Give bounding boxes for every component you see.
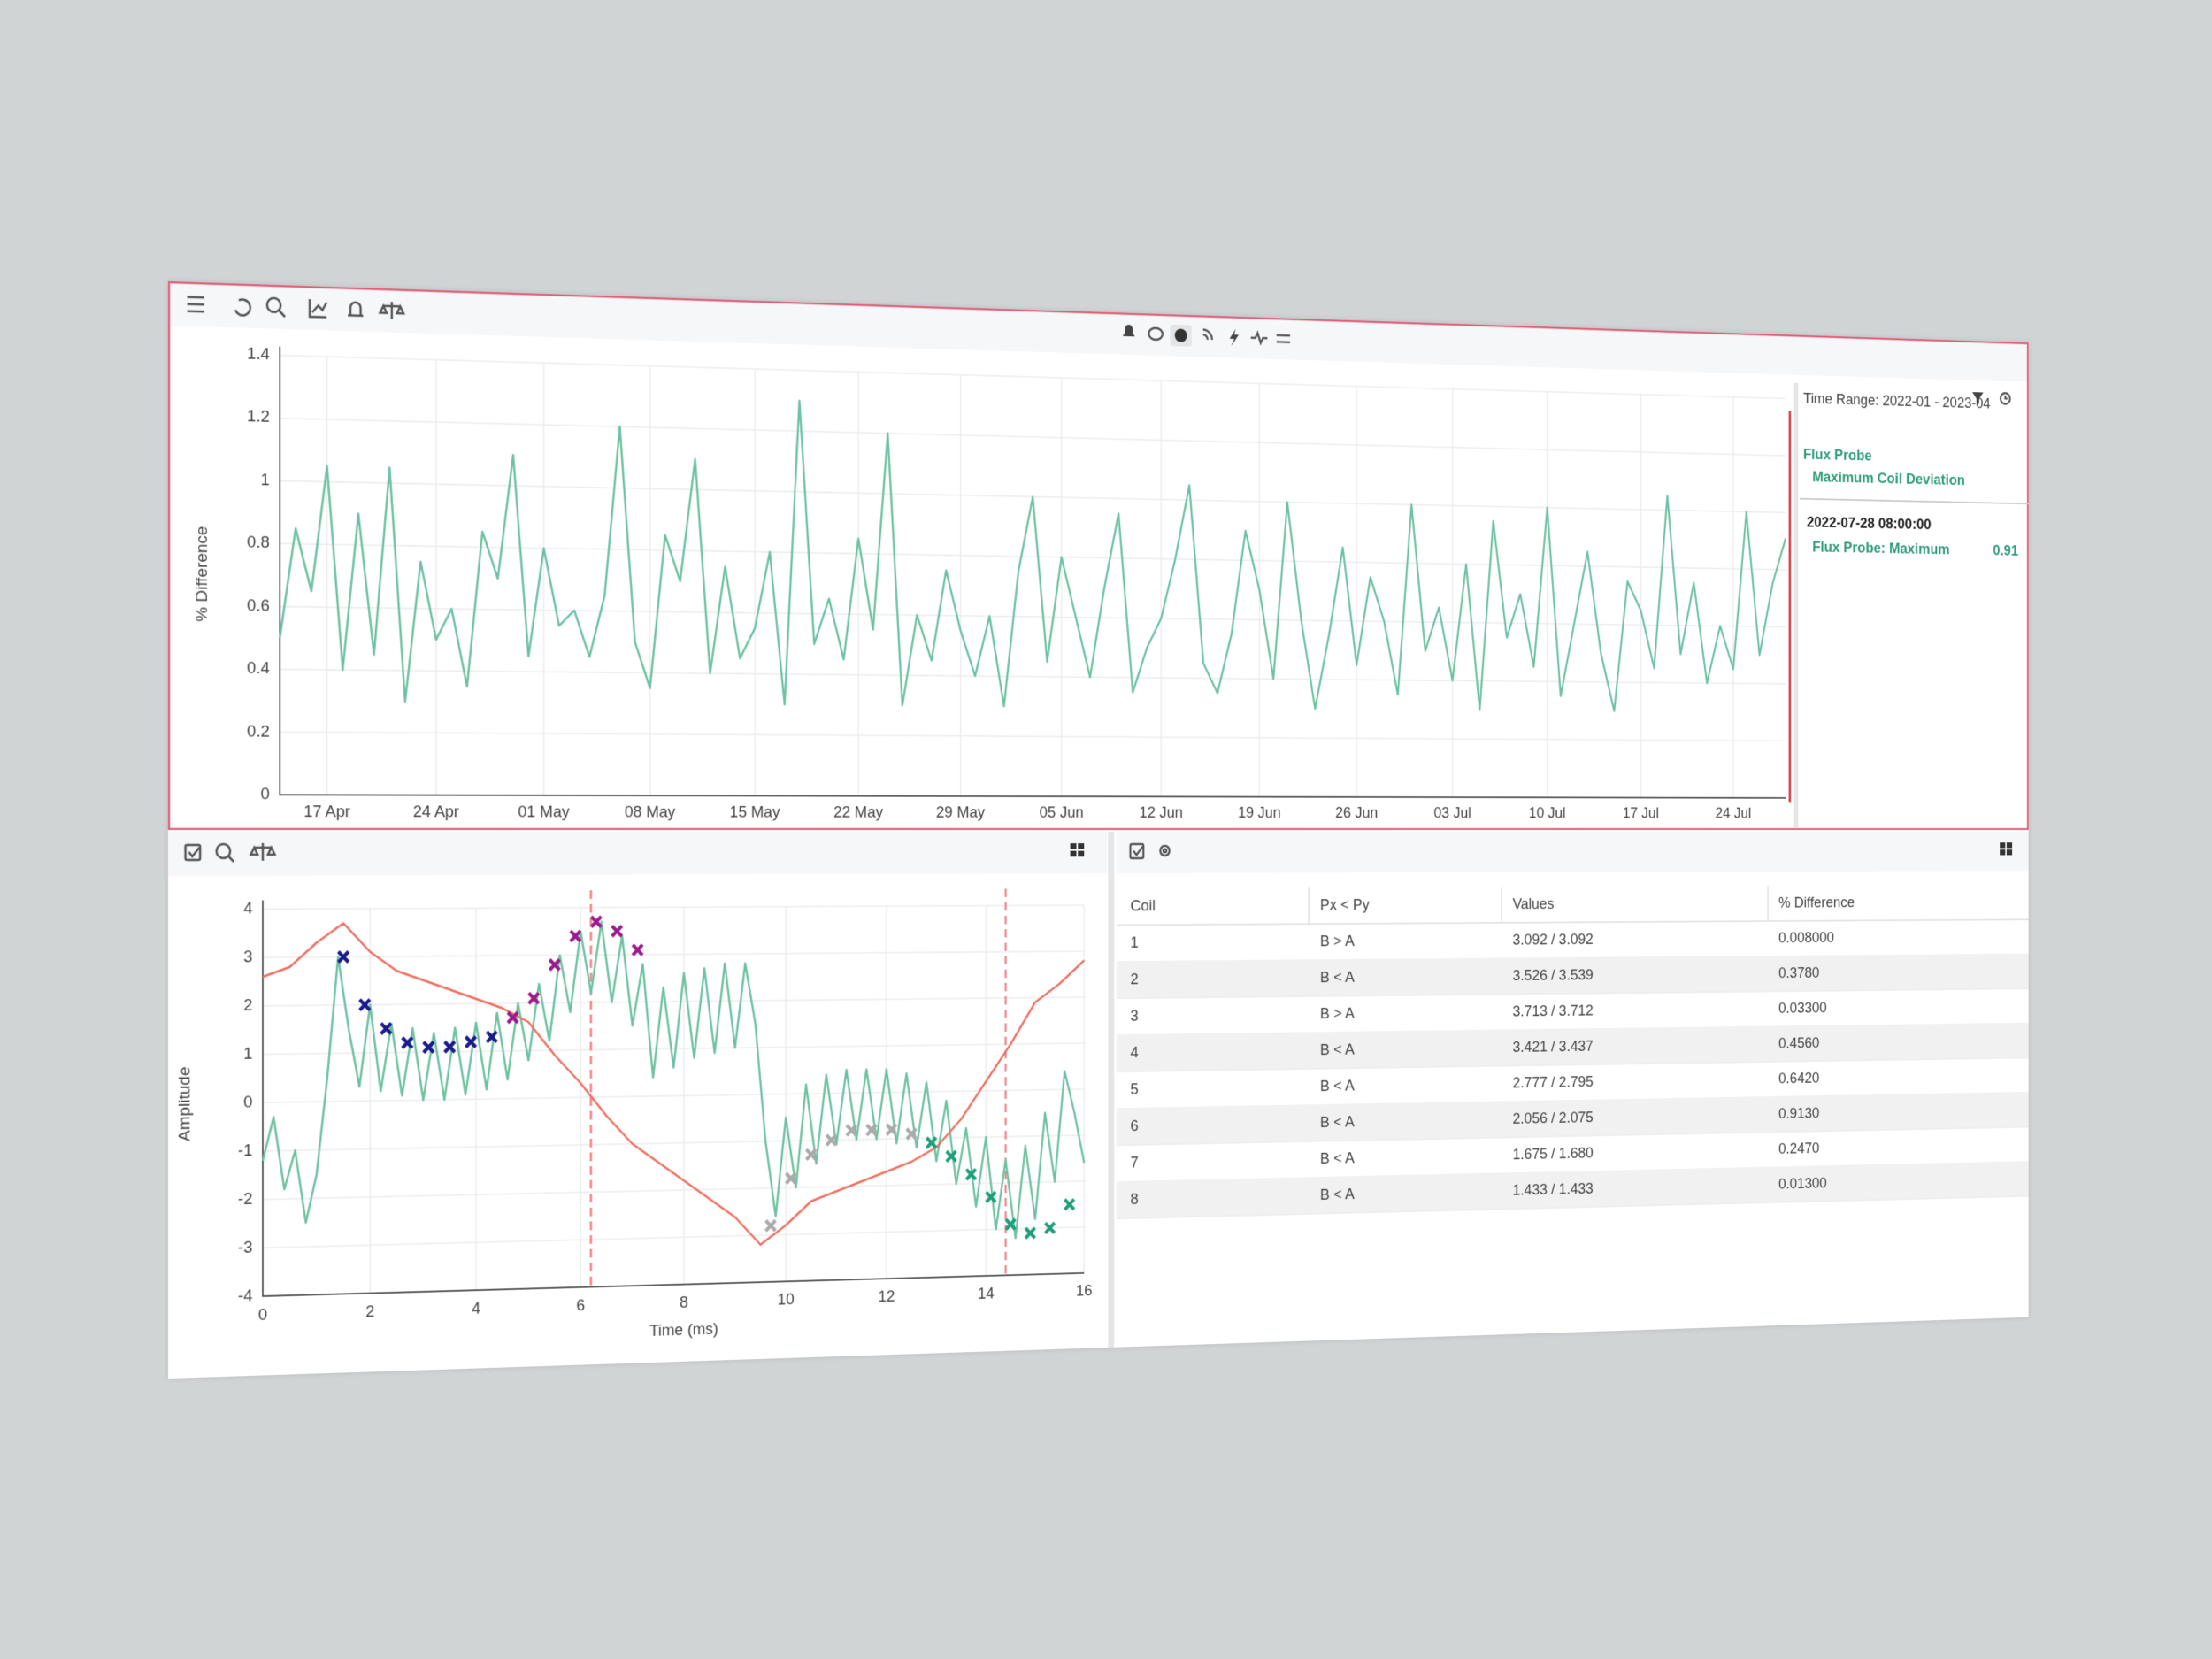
cursor-value: 0.91 [1993, 541, 2018, 558]
y-tick-label: -2 [238, 1189, 252, 1208]
x-tick-label: 19 Jun [1238, 803, 1281, 821]
x-tick-label: 05 Jun [1040, 803, 1084, 821]
x-tick-label: 8 [680, 1293, 688, 1311]
table-cell: 0.2470 [1778, 1139, 1819, 1156]
dashboard: Time Range: 2022-01 - 2023-04 Flux Probe… [168, 281, 2029, 1379]
y-tick-label: 4 [243, 898, 252, 917]
menu-icon[interactable] [187, 296, 205, 314]
x-tick-label: 6 [576, 1295, 585, 1314]
table-cell: B < A [1320, 1148, 1355, 1167]
table-cell: B > A [1320, 932, 1355, 949]
y-tick-label: -3 [238, 1237, 252, 1256]
x-tick-label: 26 Jun [1335, 803, 1378, 821]
y-tick-label: 0.8 [247, 533, 270, 552]
x-tick-label: 24 Apr [413, 802, 459, 820]
table-cell: 0.03300 [1778, 999, 1827, 1017]
y-axis-label: % Difference [192, 526, 211, 621]
column-header: Coil [1131, 896, 1156, 914]
table-cell: B < A [1320, 1112, 1355, 1130]
x-tick-label: 10 Jul [1529, 803, 1566, 821]
y-tick-label: -1 [238, 1141, 252, 1159]
x-axis-label: Time (ms) [649, 1319, 718, 1340]
table-cell: B < A [1320, 1041, 1355, 1058]
y-tick-label: 0.2 [247, 721, 270, 740]
x-tick-label: 22 May [833, 803, 883, 820]
x-tick-label: 16 [1076, 1281, 1092, 1300]
table-cell: 0.3780 [1778, 964, 1819, 981]
y-tick-label: 3 [243, 947, 252, 965]
x-tick-label: 10 [778, 1290, 795, 1309]
column-header: % Difference [1778, 894, 1855, 911]
x-tick-label: 2 [365, 1302, 374, 1320]
table-cell: 1 [1131, 933, 1139, 951]
table-cell: 3.713 / 3.712 [1513, 1002, 1594, 1020]
table-cell: 3.092 / 3.092 [1513, 930, 1594, 948]
table-toolbar [1116, 831, 2029, 874]
table-cell: 0.6420 [1778, 1069, 1819, 1087]
y-tick-label: 0 [243, 1092, 252, 1110]
x-tick-label: 29 May [936, 803, 986, 820]
table-cell: 1.433 / 1.433 [1513, 1179, 1594, 1199]
y-axis-label: Amplitude [175, 1066, 194, 1141]
cursor-time: 2022-07-28 08:00:00 [1807, 513, 1932, 533]
table-cell: 3 [1131, 1006, 1139, 1024]
table: Coil Px < Py Values % Difference 1 B > A 3.092… [1117, 885, 2029, 1218]
y-tick-label: 0 [261, 784, 270, 803]
x-tick-label: 03 Jul [1433, 803, 1471, 821]
x-tick-label: 14 [978, 1284, 995, 1302]
y-tick-label: 2 [243, 995, 252, 1014]
x-tick-label: 12 [878, 1286, 895, 1305]
x-tick-label: 12 Jun [1140, 803, 1183, 821]
app-panel: Time Range: 2022-01 - 2023-04 Flux Probe… [168, 281, 2029, 1379]
table-cell: 2.056 / 2.075 [1513, 1108, 1594, 1126]
table-cell: 0.01300 [1778, 1174, 1827, 1192]
y-tick-label: -4 [238, 1286, 252, 1305]
legend-probe: Flux Probe [1803, 445, 1872, 464]
table-cell: 2.777 / 2.795 [1513, 1072, 1594, 1091]
x-tick-label: 4 [472, 1299, 480, 1317]
table-cell: B < A [1320, 968, 1355, 986]
x-tick-label: 08 May [625, 803, 676, 821]
table-cell: B > A [1320, 1004, 1355, 1022]
top-section [168, 326, 2029, 830]
bottom-section [168, 830, 2029, 1379]
table-cell: 8 [1131, 1190, 1139, 1208]
x-tick-label: 24 Jul [1716, 804, 1752, 821]
x-tick-label: 01 May [518, 803, 570, 821]
table-cell: 7 [1131, 1153, 1139, 1171]
y-tick-label: 1.2 [247, 407, 270, 426]
table-cell: 1.675 / 1.680 [1513, 1144, 1594, 1163]
table-cell: 4 [1131, 1043, 1139, 1061]
column-header: Values [1513, 895, 1555, 912]
y-tick-label: 0.6 [247, 595, 270, 614]
table-cell: B < A [1320, 1185, 1355, 1203]
table-cell: 0.008000 [1778, 928, 1834, 946]
y-tick-label: 0.4 [247, 658, 270, 677]
table-cell: 0.9130 [1778, 1104, 1819, 1122]
y-tick-label: 1 [261, 470, 270, 488]
table-cell: 3.421 / 3.437 [1513, 1037, 1594, 1056]
table-cell: 2 [1131, 970, 1139, 987]
table-cell: 0.4560 [1778, 1033, 1819, 1051]
table-cell: 5 [1131, 1079, 1139, 1097]
cursor-label: Flux Probe: Maximum [1812, 538, 1949, 557]
legend-metric: Maximum Coil Deviation [1812, 468, 1965, 488]
x-tick-label: 17 Apr [303, 802, 350, 820]
chart-toolbar [168, 831, 1108, 876]
top-toolbar [168, 281, 2029, 382]
y-tick-label: 1 [243, 1044, 252, 1063]
x-tick-label: 0 [258, 1305, 267, 1324]
x-tick-label: 17 Jul [1623, 804, 1659, 821]
table-cell: 3.526 / 3.539 [1513, 965, 1594, 983]
column-header: Px < Py [1320, 895, 1370, 913]
table-cell: B < A [1320, 1076, 1355, 1094]
table-cell: 6 [1131, 1117, 1139, 1134]
x-tick-label: 15 May [730, 803, 780, 821]
y-tick-label: 1.4 [247, 343, 270, 363]
